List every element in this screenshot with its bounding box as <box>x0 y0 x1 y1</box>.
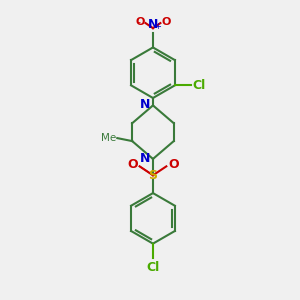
Text: O: O <box>127 158 137 171</box>
Text: O: O <box>168 158 179 171</box>
Text: Cl: Cl <box>193 79 206 92</box>
Text: -: - <box>136 17 140 27</box>
Text: N: N <box>148 18 158 31</box>
Text: +: + <box>154 22 161 31</box>
Text: Me: Me <box>100 133 116 143</box>
Text: N: N <box>140 98 151 111</box>
Text: O: O <box>161 17 171 27</box>
Text: Cl: Cl <box>146 262 160 275</box>
Text: N: N <box>140 152 151 165</box>
Text: O: O <box>135 17 145 27</box>
Text: S: S <box>148 169 158 182</box>
